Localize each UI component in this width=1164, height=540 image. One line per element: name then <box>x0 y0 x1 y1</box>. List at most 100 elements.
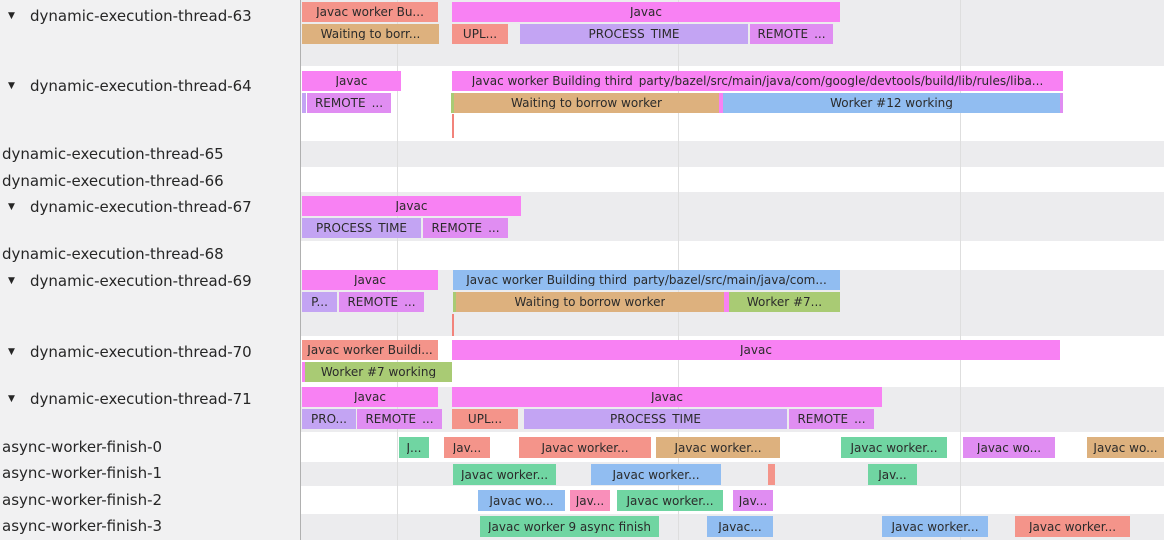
trace-slice[interactable]: UPL... <box>452 409 518 429</box>
thread-name-label: async-worker-finish-2 <box>2 491 163 509</box>
trace-slice[interactable]: Javac worker Building third_party/bazel/… <box>452 71 1063 91</box>
trace-slice[interactable]: UPL... <box>452 24 508 44</box>
trace-slice[interactable]: Javac worker... <box>591 464 721 485</box>
trace-slice[interactable]: Javac wo... <box>478 490 565 511</box>
thread-name-label: dynamic-execution-thread-69 <box>30 272 252 290</box>
trace-slice-label: Javac... <box>718 520 762 533</box>
trace-slice[interactable]: Javac <box>452 387 882 407</box>
trace-slice[interactable]: PROCESS_TIME <box>302 218 421 238</box>
sidebar-item-dynamic-execution-thread-65[interactable]: dynamic-execution-thread-65 <box>0 144 300 164</box>
trace-slice[interactable]: Javac wo... <box>1087 437 1164 458</box>
thread-name-label: dynamic-execution-thread-64 <box>30 77 252 95</box>
expand-triangle-icon[interactable]: ▼ <box>8 394 15 404</box>
sidebar-item-dynamic-execution-thread-66[interactable]: dynamic-execution-thread-66 <box>0 171 300 191</box>
trace-slice[interactable] <box>302 362 305 382</box>
trace-slice[interactable]: P... <box>302 292 337 312</box>
trace-slice-label: Javac worker... <box>541 441 629 454</box>
trace-slice[interactable]: J... <box>399 437 429 458</box>
trace-slice-label: REMOTE_... <box>797 413 866 425</box>
expand-triangle-icon[interactable]: ▼ <box>8 202 15 212</box>
trace-slice[interactable]: Javac worker... <box>617 490 723 511</box>
sidebar-item-dynamic-execution-thread-67[interactable]: ▼ dynamic-execution-thread-67 <box>0 197 300 217</box>
trace-slice[interactable]: Javac wo... <box>963 437 1055 458</box>
sidebar-item-async-worker-finish-1[interactable]: async-worker-finish-1 <box>0 463 300 483</box>
thread-name-label: dynamic-execution-thread-71 <box>30 390 252 408</box>
trace-slice-label: Javac <box>354 391 386 403</box>
trace-slice[interactable] <box>453 292 456 312</box>
trace-slice[interactable] <box>719 93 723 113</box>
instant-event-tick[interactable] <box>452 314 454 336</box>
trace-slice-label: Javac <box>740 344 772 356</box>
trace-slice[interactable]: Javac worker... <box>656 437 780 458</box>
trace-slice[interactable]: Javac... <box>707 516 773 537</box>
trace-slice[interactable]: REMOTE_... <box>423 218 508 238</box>
trace-slice[interactable]: Javac worker... <box>882 516 988 537</box>
trace-slice[interactable] <box>724 292 729 312</box>
trace-slice[interactable]: Javac worker Bu... <box>302 2 438 22</box>
trace-slice[interactable]: Javac worker 9 async finish <box>480 516 659 537</box>
trace-slice[interactable]: Jav... <box>733 490 773 511</box>
trace-slice[interactable]: REMOTE_... <box>307 93 391 113</box>
trace-slice[interactable]: Javac <box>452 2 840 22</box>
thread-name-label: dynamic-execution-thread-63 <box>30 7 252 25</box>
trace-slice[interactable]: Worker #7 working <box>305 362 452 382</box>
trace-slice[interactable]: Javac <box>302 71 401 91</box>
trace-slice[interactable]: Javac <box>302 270 438 290</box>
trace-slice[interactable]: Waiting to borrow worker <box>456 292 724 312</box>
trace-slice-label: Javac wo... <box>976 441 1042 454</box>
trace-slice-label: UPL... <box>467 413 503 425</box>
trace-slice[interactable]: Javac worker... <box>841 437 947 458</box>
trace-slice[interactable]: Javac worker... <box>453 464 556 485</box>
thread-name-label: dynamic-execution-thread-68 <box>2 245 224 263</box>
trace-slice[interactable]: Javac <box>452 340 1060 360</box>
trace-slice[interactable]: REMOTE_... <box>339 292 424 312</box>
trace-slice[interactable] <box>1060 93 1063 113</box>
sidebar-item-dynamic-execution-thread-64[interactable]: ▼ dynamic-execution-thread-64 <box>0 76 300 96</box>
expand-triangle-icon[interactable]: ▼ <box>8 81 15 91</box>
sidebar-item-dynamic-execution-thread-70[interactable]: ▼ dynamic-execution-thread-70 <box>0 342 300 362</box>
trace-slice[interactable]: REMOTE_... <box>789 409 874 429</box>
trace-slice[interactable]: Worker #7... <box>729 292 840 312</box>
sidebar-item-dynamic-execution-thread-68[interactable]: dynamic-execution-thread-68 <box>0 244 300 264</box>
trace-slice-label: Javac <box>395 200 428 212</box>
trace-slice-label: J... <box>406 441 422 454</box>
trace-slice[interactable]: Javac <box>302 387 438 407</box>
trace-slice-label: UPL... <box>462 28 498 40</box>
trace-slice[interactable]: Javac worker... <box>519 437 651 458</box>
trace-slice[interactable]: REMOTE_... <box>357 409 442 429</box>
sidebar-item-async-worker-finish-3[interactable]: async-worker-finish-3 <box>0 516 300 536</box>
trace-slice-label: Javac worker 9 async finish <box>487 520 652 533</box>
trace-slice[interactable]: Javac <box>302 196 521 216</box>
thread-name-label: async-worker-finish-1 <box>2 464 163 482</box>
trace-slice-label: Javac worker Building third_party/bazel/… <box>471 75 1044 87</box>
trace-slice[interactable] <box>451 93 454 113</box>
sidebar-item-dynamic-execution-thread-63[interactable]: ▼ dynamic-execution-thread-63 <box>0 6 300 26</box>
sidebar-item-async-worker-finish-2[interactable]: async-worker-finish-2 <box>0 490 300 510</box>
trace-slice[interactable]: Javac worker... <box>1015 516 1130 537</box>
trace-slice[interactable]: PROCESS_TIME <box>520 24 748 44</box>
trace-slice[interactable]: Waiting to borr... <box>302 24 439 44</box>
trace-slice[interactable] <box>302 93 306 113</box>
trace-slice-label: Waiting to borrow worker <box>514 296 666 308</box>
trace-slice[interactable]: Jav... <box>570 490 610 511</box>
trace-slice[interactable]: Worker #12 working <box>723 93 1060 113</box>
expand-triangle-icon[interactable]: ▼ <box>8 276 15 286</box>
trace-slice[interactable]: Javac worker Building third_party/bazel/… <box>453 270 840 290</box>
trace-slice[interactable]: Waiting to borrow worker <box>454 93 719 113</box>
trace-slice[interactable]: PROCESS_TIME <box>524 409 787 429</box>
trace-slice[interactable] <box>768 464 775 485</box>
trace-slice[interactable]: PRO... <box>302 409 356 429</box>
sidebar-item-async-worker-finish-0[interactable]: async-worker-finish-0 <box>0 437 300 457</box>
expand-triangle-icon[interactable]: ▼ <box>8 347 15 357</box>
trace-slice[interactable]: REMOTE_... <box>750 24 833 44</box>
trace-slice[interactable]: Jav... <box>444 437 490 458</box>
trace-slice[interactable]: Jav... <box>868 464 917 485</box>
instant-event-tick[interactable] <box>452 114 454 138</box>
sidebar-item-dynamic-execution-thread-71[interactable]: ▼ dynamic-execution-thread-71 <box>0 389 300 409</box>
trace-slice[interactable]: Javac worker Buildi... <box>302 340 438 360</box>
time-gridline <box>960 0 961 540</box>
sidebar-item-dynamic-execution-thread-69[interactable]: ▼ dynamic-execution-thread-69 <box>0 271 300 291</box>
expand-triangle-icon[interactable]: ▼ <box>8 11 15 21</box>
trace-slice-label: Javac worker... <box>850 441 938 454</box>
